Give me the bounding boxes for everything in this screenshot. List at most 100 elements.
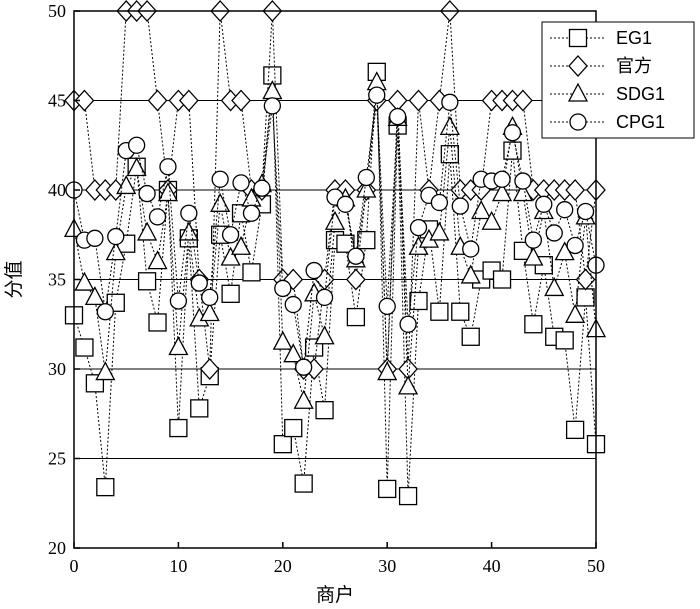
data-point bbox=[378, 479, 397, 499]
data-point bbox=[408, 89, 429, 112]
data-point bbox=[284, 418, 303, 438]
y-tick-label: 40 bbox=[48, 180, 66, 200]
data-point bbox=[492, 270, 512, 289]
data-point bbox=[324, 210, 346, 230]
data-point bbox=[274, 279, 292, 298]
data-point bbox=[86, 229, 104, 247]
x-tick-label: 50 bbox=[587, 556, 605, 576]
data-point bbox=[493, 170, 511, 188]
data-point bbox=[211, 170, 229, 188]
data-point bbox=[190, 399, 209, 418]
data-point bbox=[96, 477, 115, 497]
data-point bbox=[514, 172, 532, 190]
data-point bbox=[440, 145, 459, 164]
data-point bbox=[220, 246, 241, 266]
data-point bbox=[74, 89, 95, 112]
data-point bbox=[315, 288, 334, 307]
data-point bbox=[75, 338, 94, 357]
data-point bbox=[544, 277, 565, 297]
data-point bbox=[221, 226, 240, 244]
data-point bbox=[388, 107, 407, 126]
y-tick-label: 35 bbox=[48, 270, 66, 290]
legend-marker bbox=[568, 55, 588, 77]
data-point bbox=[439, 115, 460, 136]
data-point bbox=[575, 268, 596, 291]
data-point bbox=[95, 361, 116, 381]
data-point bbox=[116, 175, 137, 195]
data-point bbox=[513, 89, 533, 112]
data-point bbox=[565, 303, 586, 323]
data-point bbox=[524, 315, 543, 334]
data-point bbox=[230, 235, 252, 255]
legend-marker bbox=[569, 113, 587, 131]
data-point bbox=[293, 389, 314, 409]
legend-label: SDG1 bbox=[616, 84, 665, 104]
data-point bbox=[565, 420, 585, 440]
data-point bbox=[127, 136, 146, 154]
data-point bbox=[524, 231, 543, 249]
data-point bbox=[347, 247, 365, 265]
data-point bbox=[314, 325, 335, 345]
x-tick-label: 30 bbox=[378, 556, 396, 576]
data-point bbox=[503, 124, 522, 142]
data-point bbox=[159, 158, 177, 176]
data-point bbox=[462, 240, 480, 258]
series-square bbox=[64, 62, 606, 506]
data-point bbox=[221, 284, 240, 303]
data-point bbox=[566, 236, 584, 255]
data-point bbox=[346, 268, 366, 291]
data-point bbox=[199, 302, 220, 322]
data-point bbox=[168, 336, 189, 356]
data-point bbox=[565, 179, 585, 201]
data-point bbox=[556, 201, 574, 219]
y-axis-title: 分值 bbox=[3, 260, 25, 298]
data-point bbox=[378, 297, 396, 316]
data-point bbox=[178, 89, 199, 112]
axis-ticks: 20 25 30 35 40 45 50 0 10 20 30 40 50 bbox=[48, 1, 605, 576]
legend-box bbox=[541, 21, 695, 139]
legend-label: CPG1 bbox=[616, 112, 665, 132]
data-point bbox=[409, 218, 428, 237]
data-point bbox=[430, 302, 449, 321]
data-point bbox=[535, 195, 553, 213]
data-point bbox=[491, 182, 513, 202]
data-point bbox=[199, 358, 220, 380]
data-point bbox=[512, 182, 533, 202]
y-tick-label: 20 bbox=[48, 538, 66, 558]
data-point bbox=[451, 197, 469, 215]
data-point bbox=[84, 286, 105, 306]
data-point bbox=[441, 93, 459, 111]
data-point bbox=[545, 224, 563, 242]
data-point bbox=[231, 89, 251, 112]
data-point bbox=[357, 168, 375, 187]
data-point bbox=[451, 302, 470, 321]
data-point bbox=[137, 221, 158, 241]
y-tick-label: 50 bbox=[48, 1, 66, 21]
x-tick-label: 10 bbox=[169, 556, 187, 576]
data-point bbox=[576, 288, 595, 307]
x-axis-title: 商户 bbox=[316, 584, 354, 606]
data-point bbox=[346, 307, 366, 327]
data-point bbox=[137, 272, 157, 291]
data-point bbox=[169, 418, 188, 438]
data-point bbox=[429, 221, 450, 241]
legend-marker bbox=[567, 82, 589, 102]
data-point bbox=[430, 193, 449, 212]
data-point bbox=[253, 179, 271, 197]
legend-marker bbox=[568, 28, 588, 48]
data-point bbox=[148, 208, 167, 226]
data-point bbox=[398, 375, 419, 395]
data-point bbox=[147, 250, 168, 270]
data-point bbox=[242, 204, 261, 222]
data-point bbox=[503, 141, 522, 160]
data-point bbox=[523, 246, 544, 266]
data-point bbox=[232, 174, 250, 192]
data-point bbox=[368, 86, 386, 104]
data-point bbox=[157, 182, 179, 202]
data-point bbox=[105, 241, 126, 261]
data-point bbox=[96, 303, 114, 321]
x-tick-label: 40 bbox=[483, 556, 501, 576]
data-point bbox=[180, 204, 198, 222]
data-point bbox=[305, 261, 323, 280]
data-point bbox=[409, 291, 428, 311]
